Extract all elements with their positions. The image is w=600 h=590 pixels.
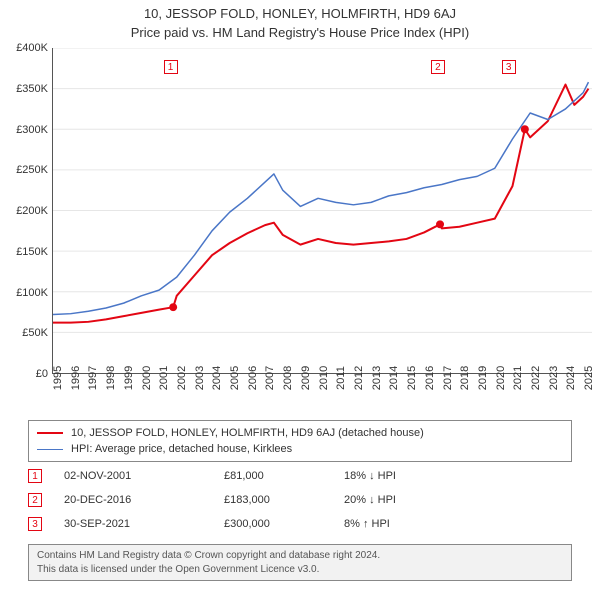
x-tick-label: 2011 — [335, 366, 347, 390]
x-tick-label: 2014 — [388, 366, 400, 390]
x-tick-label: 2006 — [247, 366, 259, 390]
y-tick-label: £150K — [16, 246, 48, 258]
y-tick-label: £50K — [22, 327, 48, 339]
datapoints-table: 1 02-NOV-2001£81,00018% ↓ HPI 2 20-DEC-2016… — [28, 464, 572, 536]
marker-box-2: 2 — [431, 60, 445, 74]
datapoint-price: £300,000 — [224, 518, 344, 530]
y-tick-label: £200K — [16, 205, 48, 217]
x-tick-label: 2024 — [565, 366, 577, 390]
marker-box-1: 1 — [164, 60, 178, 74]
x-tick-label: 2008 — [282, 366, 294, 390]
x-tick-label: 1996 — [70, 366, 82, 390]
x-tick-label: 1997 — [87, 366, 99, 390]
titles: 10, JESSOP FOLD, HONLEY, HOLMFIRTH, HD9 … — [0, 0, 600, 40]
datapoint-row: 3 30-SEP-2021£300,0008% ↑ HPI — [28, 512, 572, 536]
datapoint-delta: 20% ↓ HPI — [344, 494, 464, 506]
x-tick-label: 2007 — [264, 366, 276, 390]
series-lines — [53, 82, 588, 323]
legend-label: 10, JESSOP FOLD, HONLEY, HOLMFIRTH, HD9 … — [71, 427, 424, 439]
y-tick-label: £350K — [16, 83, 48, 95]
datapoint-date: 20-DEC-2016 — [64, 494, 224, 506]
marker-dot-1 — [169, 303, 177, 311]
datapoint-delta: 18% ↓ HPI — [344, 470, 464, 482]
marker-dot-2 — [436, 220, 444, 228]
legend: 10, JESSOP FOLD, HONLEY, HOLMFIRTH, HD9 … — [28, 420, 572, 462]
legend-row: 10, JESSOP FOLD, HONLEY, HOLMFIRTH, HD9 … — [37, 425, 563, 441]
x-tick-label: 2016 — [424, 366, 436, 390]
x-tick-label: 2000 — [141, 366, 153, 390]
chart-area: £0 £50K £100K £150K £200K £250K £300K £350K £400… — [0, 44, 600, 414]
y-tick-label: £100K — [16, 287, 48, 299]
series-hpi — [53, 82, 588, 314]
footer-line1: Contains HM Land Registry data © Crown c… — [37, 549, 563, 563]
x-tick-label: 2025 — [583, 366, 595, 390]
x-tick-label: 2020 — [495, 366, 507, 390]
y-tick-label: £400K — [16, 42, 48, 54]
x-tick-label: 1999 — [123, 366, 135, 390]
footer-line2: This data is licensed under the Open Gov… — [37, 563, 563, 577]
x-tick-label: 2019 — [477, 366, 489, 390]
x-tick-label: 2012 — [353, 366, 365, 390]
x-tick-label: 2022 — [530, 366, 542, 390]
footer-attribution: Contains HM Land Registry data © Crown c… — [28, 544, 572, 581]
y-tick-label: £300K — [16, 124, 48, 136]
x-tick-label: 2015 — [406, 366, 418, 390]
x-tick-label: 2021 — [512, 366, 524, 390]
y-tick-label: £0 — [36, 368, 48, 380]
x-tick-label: 1995 — [52, 366, 64, 390]
x-tick-label: 2009 — [300, 366, 312, 390]
datapoint-row: 1 02-NOV-2001£81,00018% ↓ HPI — [28, 464, 572, 488]
datapoint-marker: 1 — [28, 469, 42, 483]
legend-label: HPI: Average price, detached house, Kirk… — [71, 443, 292, 455]
datapoint-marker: 3 — [28, 517, 42, 531]
datapoint-row: 2 20-DEC-2016£183,00020% ↓ HPI — [28, 488, 572, 512]
plot-svg — [52, 48, 592, 374]
datapoint-price: £183,000 — [224, 494, 344, 506]
marker-box-3: 3 — [502, 60, 516, 74]
title-address: 10, JESSOP FOLD, HONLEY, HOLMFIRTH, HD9 … — [0, 6, 600, 21]
series-price_paid — [53, 85, 588, 323]
x-tick-label: 1998 — [105, 366, 117, 390]
x-tick-label: 2023 — [548, 366, 560, 390]
x-tick-label: 2018 — [459, 366, 471, 390]
datapoint-price: £81,000 — [224, 470, 344, 482]
x-tick-label: 2003 — [194, 366, 206, 390]
marker-dot-3 — [521, 125, 529, 133]
datapoint-date: 30-SEP-2021 — [64, 518, 224, 530]
x-tick-label: 2005 — [229, 366, 241, 390]
x-tick-label: 2001 — [158, 366, 170, 390]
x-tick-label: 2017 — [442, 366, 454, 390]
datapoint-date: 02-NOV-2001 — [64, 470, 224, 482]
datapoint-marker: 2 — [28, 493, 42, 507]
x-tick-label: 2002 — [176, 366, 188, 390]
y-tick-label: £250K — [16, 164, 48, 176]
legend-swatch — [37, 449, 63, 450]
legend-row: HPI: Average price, detached house, Kirk… — [37, 441, 563, 457]
x-tick-label: 2010 — [318, 366, 330, 390]
x-tick-label: 2013 — [371, 366, 383, 390]
x-tick-label: 2004 — [211, 366, 223, 390]
chart-container: 10, JESSOP FOLD, HONLEY, HOLMFIRTH, HD9 … — [0, 0, 600, 590]
datapoint-delta: 8% ↑ HPI — [344, 518, 464, 530]
legend-swatch — [37, 432, 63, 434]
title-subtitle: Price paid vs. HM Land Registry's House … — [0, 25, 600, 40]
